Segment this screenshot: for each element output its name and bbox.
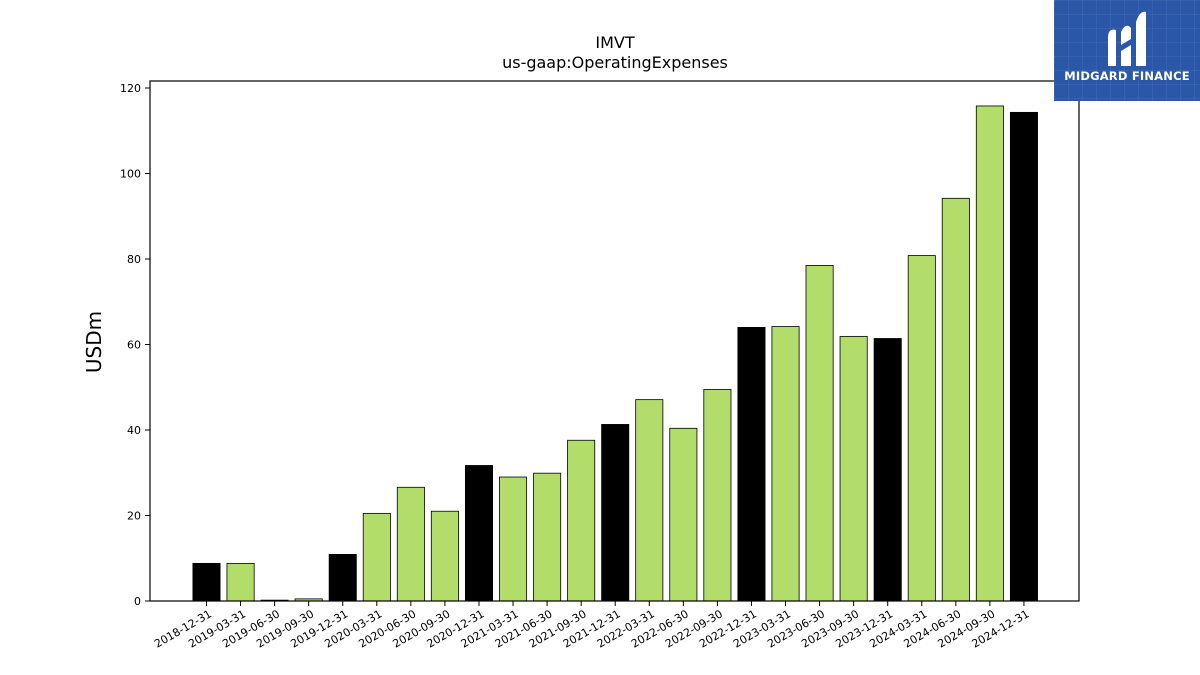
chart-subtitle: us-gaap:OperatingExpenses bbox=[502, 53, 728, 72]
bar-2024-06-30 bbox=[941, 197, 970, 602]
y-tick-label: 20 bbox=[127, 510, 141, 523]
midgard-logo-icon bbox=[1108, 11, 1146, 66]
y-tick-label: 40 bbox=[127, 424, 141, 437]
midgard-finance-logo: MIDGARD FINANCE bbox=[1054, 0, 1200, 101]
y-axis-label: USDm bbox=[82, 311, 106, 373]
bar-2019-03-31 bbox=[226, 562, 255, 602]
y-tick-label: 0 bbox=[134, 595, 141, 608]
bar-2022-12-31 bbox=[737, 326, 766, 602]
x-ticks-group: 2018-12-312019-03-312019-06-302019-09-30… bbox=[152, 601, 1031, 651]
bar-2019-12-31 bbox=[328, 554, 357, 602]
bar-2020-06-30 bbox=[396, 486, 425, 602]
bar-2020-09-30 bbox=[430, 510, 459, 602]
bar-2021-06-30 bbox=[533, 472, 562, 602]
bar-2023-09-30 bbox=[839, 335, 868, 602]
bar-2021-03-31 bbox=[499, 476, 528, 602]
bar-2022-06-30 bbox=[669, 427, 698, 602]
plot-frame bbox=[149, 80, 1080, 602]
bar-2024-09-30 bbox=[975, 105, 1004, 602]
y-ticks-group: 0 20 40 60 80 100 120 bbox=[120, 82, 150, 608]
bar-2024-03-31 bbox=[907, 255, 936, 602]
bar-2020-03-31 bbox=[362, 512, 391, 602]
bar-2023-12-31 bbox=[873, 338, 902, 602]
bar-2021-12-31 bbox=[601, 424, 630, 602]
bar-2023-03-31 bbox=[771, 326, 800, 602]
bar-2024-12-31 bbox=[1009, 111, 1038, 602]
bar-2021-09-30 bbox=[567, 439, 596, 602]
bar-2022-03-31 bbox=[635, 399, 664, 602]
y-tick-label: 80 bbox=[127, 253, 141, 266]
bar-2018-12-31 bbox=[192, 562, 221, 602]
bar-2020-12-31 bbox=[464, 465, 493, 602]
logo-text: MIDGARD FINANCE bbox=[1064, 69, 1190, 83]
bar-2022-09-30 bbox=[703, 388, 732, 602]
chart-title: IMVT bbox=[595, 33, 634, 52]
bar-2023-06-30 bbox=[805, 265, 834, 602]
y-tick-label: 60 bbox=[127, 339, 141, 352]
bars-group bbox=[192, 105, 1038, 602]
y-tick-label: 120 bbox=[120, 82, 141, 95]
y-tick-label: 100 bbox=[120, 168, 141, 181]
